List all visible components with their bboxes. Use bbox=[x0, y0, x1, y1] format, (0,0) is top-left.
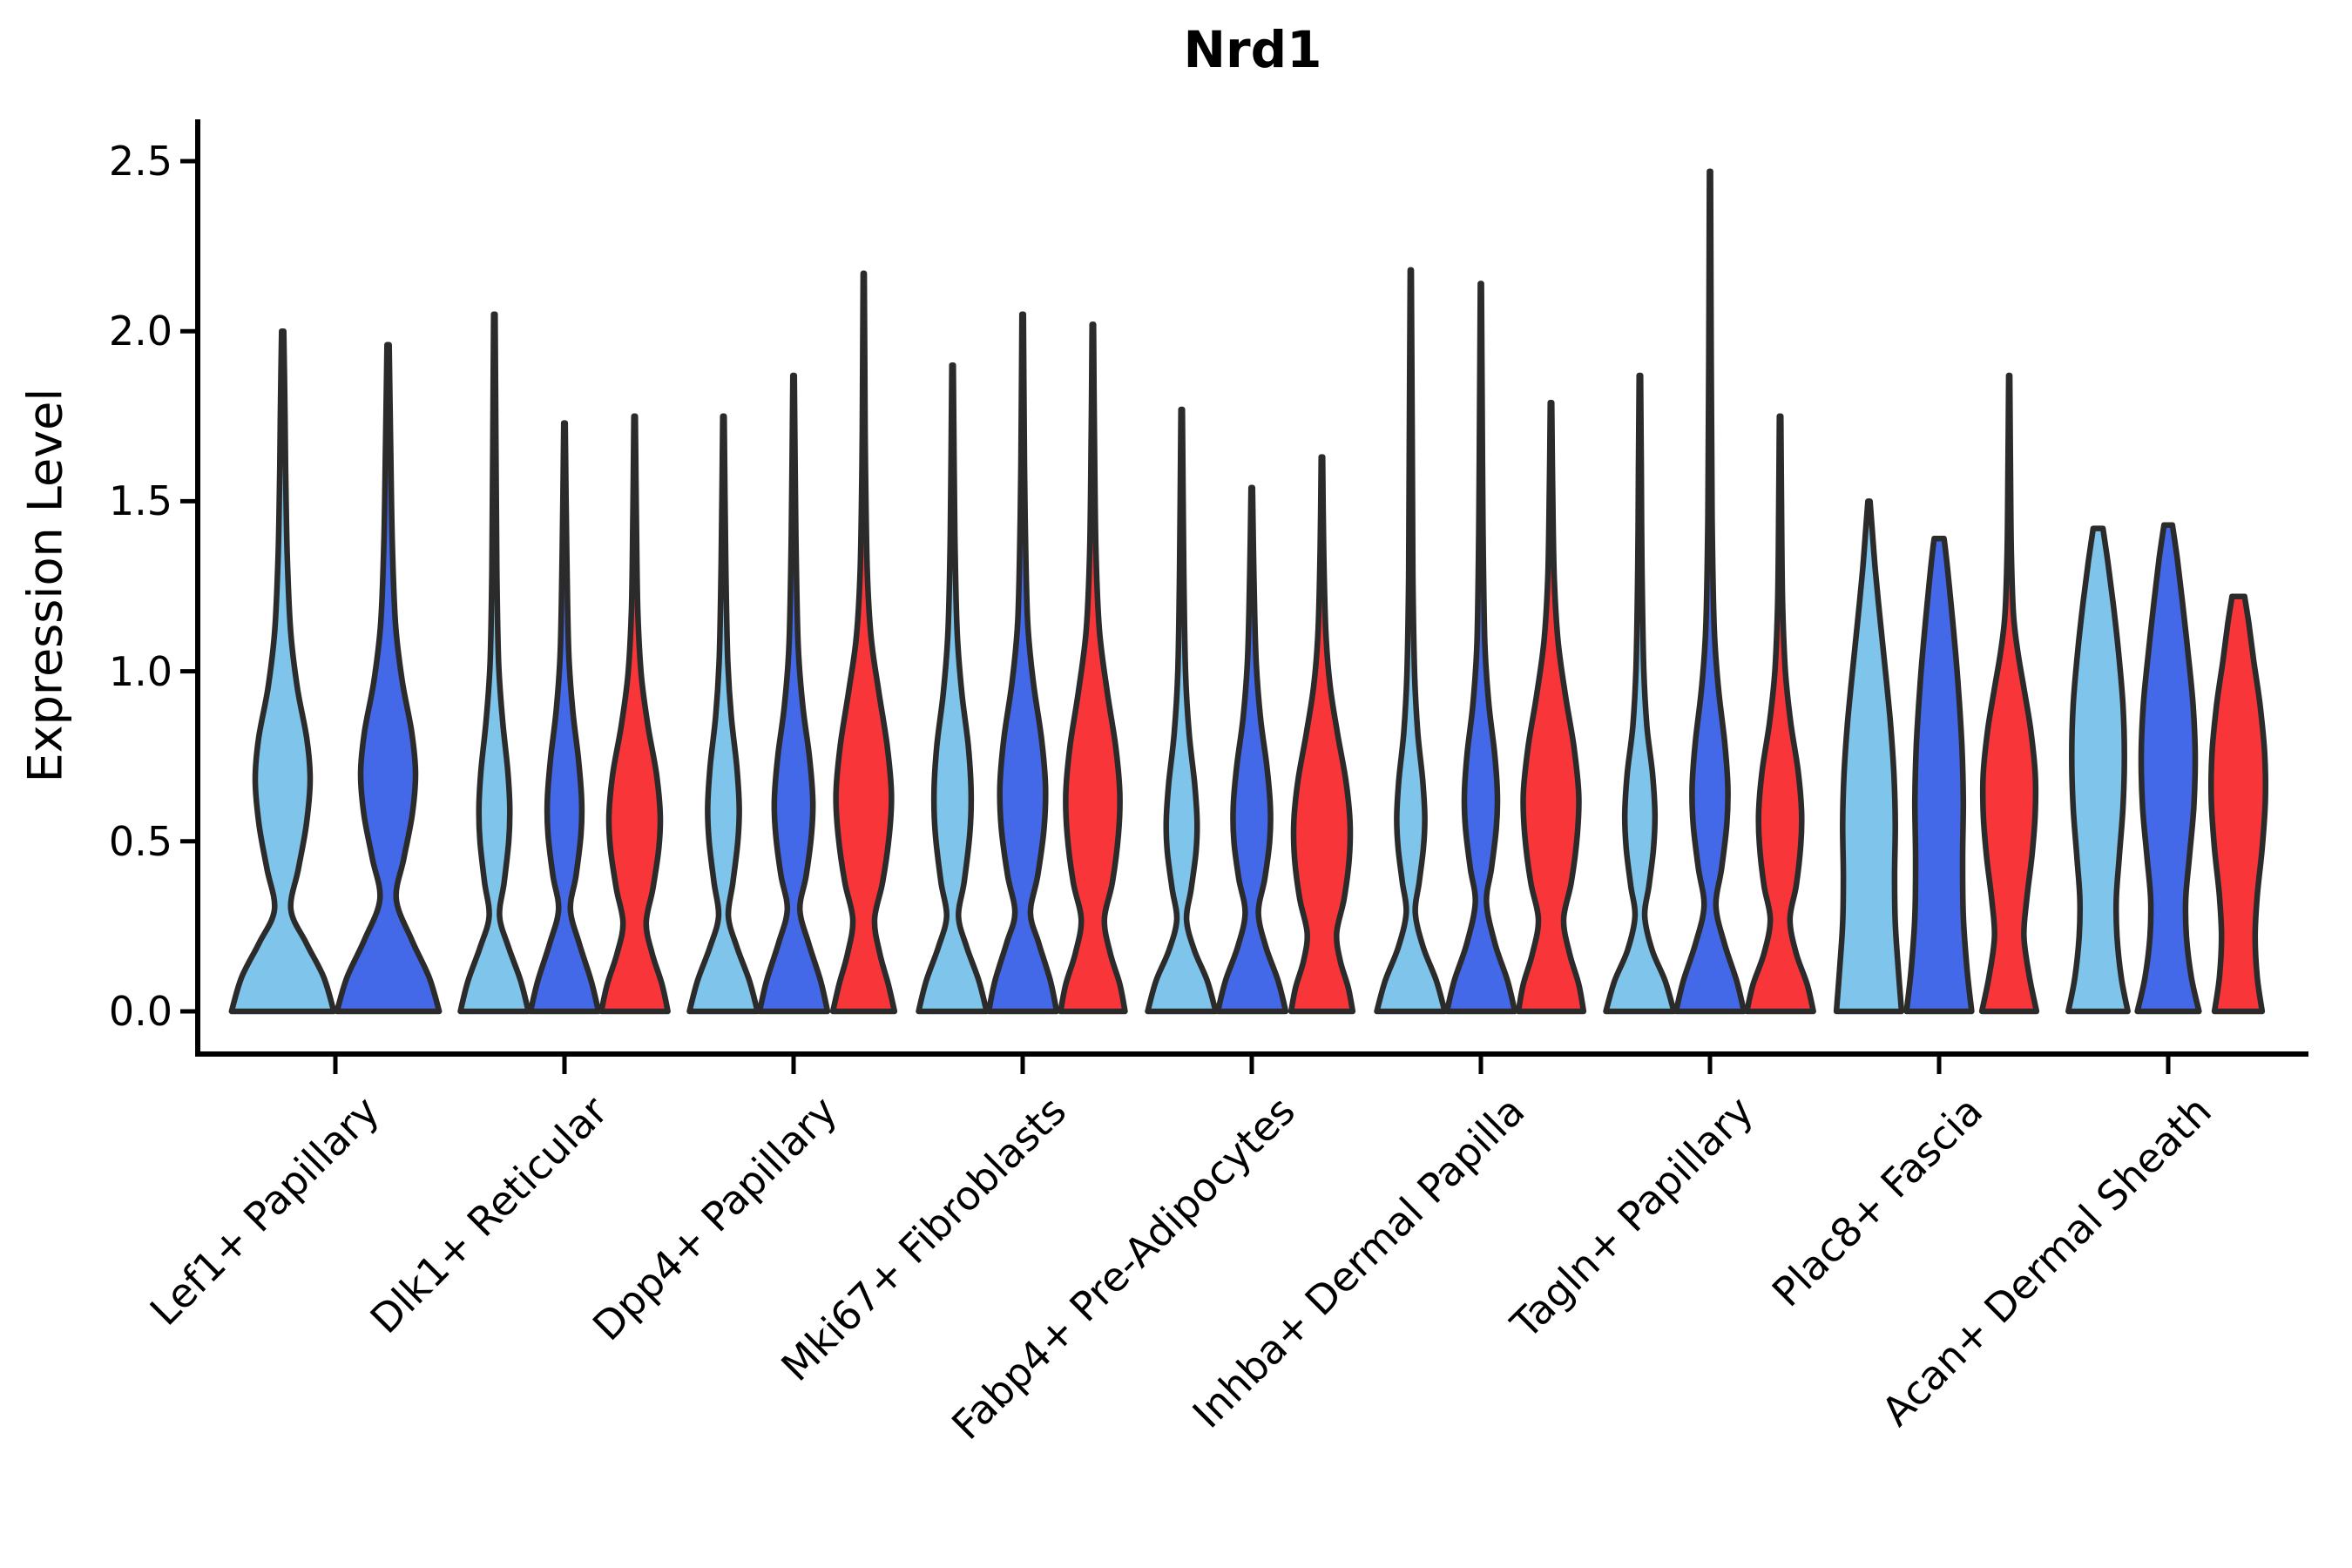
y-tick-label: 1.0 bbox=[108, 647, 172, 695]
y-tick-label: 0.0 bbox=[108, 988, 172, 1035]
y-tick-label: 2.5 bbox=[108, 138, 172, 185]
y-tick-label: 2.0 bbox=[108, 308, 172, 355]
violin-plac8-fascia-red bbox=[1978, 372, 2040, 1015]
violin-lef1-papillary-light_blue bbox=[228, 328, 337, 1015]
violin-mki67-fibroblasts-dark_blue bbox=[985, 311, 1060, 1015]
violin-dpp4-papillary-light_blue bbox=[686, 413, 760, 1015]
violin-mki67-fibroblasts-red bbox=[1058, 321, 1128, 1015]
y-tick-label: 1.5 bbox=[108, 477, 172, 525]
violin-dlk1-reticular-red bbox=[598, 413, 671, 1015]
violin-mki67-fibroblasts-light_blue bbox=[916, 362, 990, 1015]
chart-title: Nrd1 bbox=[1183, 20, 1322, 79]
violin-tagln-papillary-dark_blue bbox=[1673, 168, 1747, 1015]
violin-dpp4-papillary-dark_blue bbox=[756, 372, 831, 1015]
violin-inhba-dermal-papilla-dark_blue bbox=[1443, 280, 1518, 1015]
violin-plac8-fascia-dark_blue bbox=[1903, 536, 1975, 1015]
violin-acan-dermal-sheath-light_blue bbox=[2065, 525, 2131, 1015]
violin-fabp4-pre-adipocytes-dark_blue bbox=[1214, 484, 1289, 1015]
violin-tagln-papillary-red bbox=[1744, 413, 1816, 1015]
violin-acan-dermal-sheath-red bbox=[2208, 593, 2268, 1015]
violin-dpp4-papillary-red bbox=[829, 270, 898, 1015]
violin-fabp4-pre-adipocytes-light_blue bbox=[1145, 406, 1219, 1015]
y-tick-label: 0.5 bbox=[108, 817, 172, 865]
violin-fabp4-pre-adipocytes-red bbox=[1288, 454, 1356, 1015]
violin-dlk1-reticular-light_blue bbox=[457, 311, 531, 1015]
violin-plac8-fascia-light_blue bbox=[1833, 498, 1905, 1015]
violin-inhba-dermal-papilla-light_blue bbox=[1374, 267, 1448, 1015]
y-axis-label: Expression Level bbox=[17, 388, 73, 783]
violin-tagln-papillary-light_blue bbox=[1603, 372, 1677, 1015]
violin-inhba-dermal-papilla-red bbox=[1515, 399, 1587, 1015]
violin-acan-dermal-sheath-dark_blue bbox=[2134, 522, 2202, 1015]
violin-lef1-papillary-dark_blue bbox=[334, 341, 443, 1015]
violin-dlk1-reticular-dark_blue bbox=[527, 420, 602, 1015]
